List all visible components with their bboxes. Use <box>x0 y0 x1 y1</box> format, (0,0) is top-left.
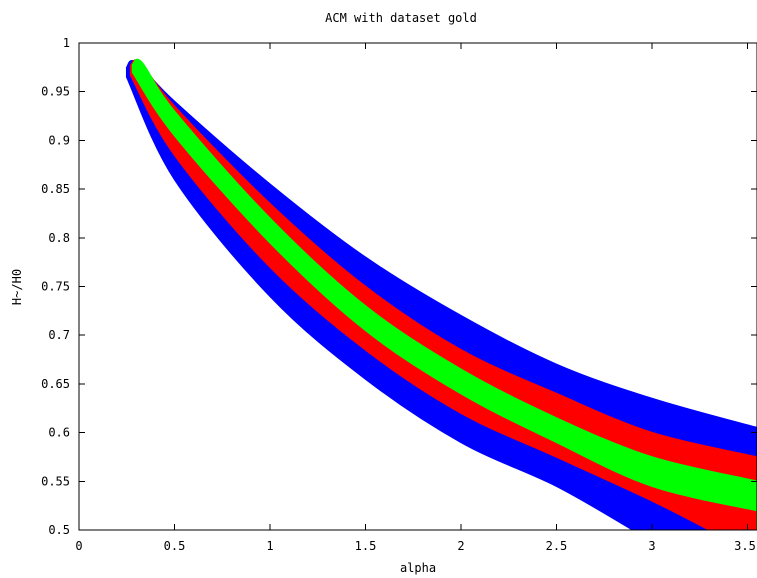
bands-layer <box>125 58 757 530</box>
x-tick-label: 2 <box>457 539 464 553</box>
y-tick-label: 1 <box>63 36 70 50</box>
y-tick-label: 0.85 <box>41 182 70 196</box>
y-tick-label: 0.55 <box>41 474 70 488</box>
x-tick-label: 3.5 <box>734 539 756 553</box>
x-tick-label: 1 <box>266 539 273 553</box>
y-tick-label: 0.5 <box>48 523 70 537</box>
y-tick-label: 0.95 <box>41 85 70 99</box>
y-tick-label: 0.6 <box>48 426 70 440</box>
x-tick-label: 3 <box>648 539 655 553</box>
x-axis-label: alpha <box>400 561 436 575</box>
x-tick-label: 2.5 <box>546 539 568 553</box>
chart-title: ACM with dataset gold <box>325 11 477 25</box>
x-axis-ticks: 0 0.5 1 1.5 2 2.5 3 3.5 <box>75 43 756 553</box>
y-axis-label: H~/H0 <box>10 269 24 305</box>
y-tick-label: 0.75 <box>41 280 70 294</box>
x-tick-label: 1.5 <box>355 539 377 553</box>
x-tick-label: 0.5 <box>164 539 186 553</box>
band-3 <box>131 58 757 530</box>
y-tick-label: 0.9 <box>48 133 70 147</box>
y-axis-ticks: 0.5 0.55 0.6 0.65 0.7 0.75 0.8 0.85 0.9 0.95 1 <box>41 36 757 537</box>
x-tick-label: 0 <box>75 539 82 553</box>
y-tick-label: 0.65 <box>41 377 70 391</box>
y-tick-label: 0.7 <box>48 328 70 342</box>
y-tick-label: 0.8 <box>48 231 70 245</box>
